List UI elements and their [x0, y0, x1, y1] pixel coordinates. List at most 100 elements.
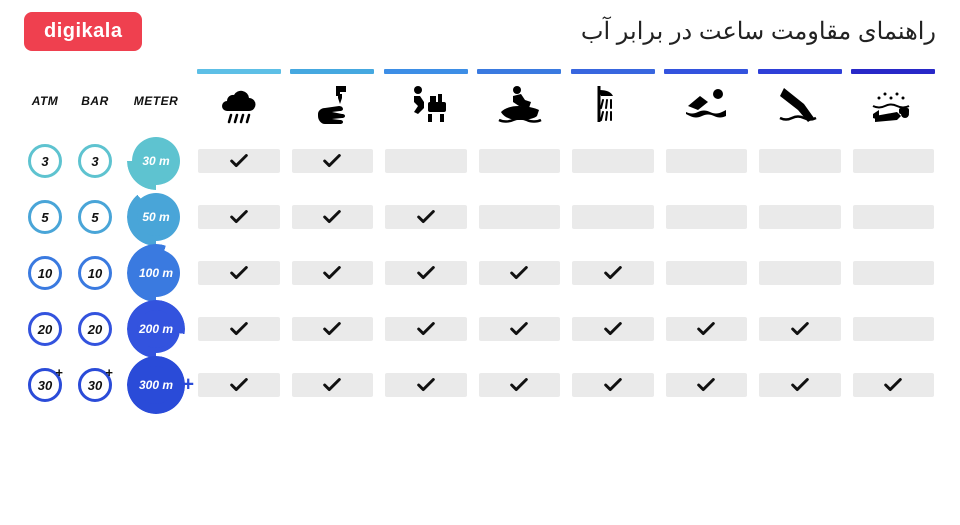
meter-cell: 30 m [124, 133, 188, 189]
check-cell [759, 261, 841, 285]
check-cell [572, 205, 654, 229]
meter-arc [127, 244, 185, 302]
meter-cell: 200 m [124, 301, 188, 357]
accent-bar [384, 69, 468, 74]
check-cell [572, 317, 654, 341]
check-icon [602, 374, 624, 396]
bar-circle: 10 [78, 256, 112, 290]
check-cell [385, 261, 467, 285]
accent-bar [477, 69, 561, 74]
accent-bar [664, 69, 748, 74]
activity-hand-wash [290, 69, 376, 133]
check-icon [321, 206, 343, 228]
check-icon [321, 150, 343, 172]
check-cell [292, 261, 374, 285]
check-icon [321, 318, 343, 340]
check-icon [789, 374, 811, 396]
scuba-icon [869, 80, 917, 133]
check-cell [759, 205, 841, 229]
check-icon [415, 374, 437, 396]
rain-icon [215, 80, 263, 133]
check-cell [853, 317, 935, 341]
check-icon [602, 262, 624, 284]
check-icon [415, 206, 437, 228]
meter-arc [127, 132, 185, 190]
meter-circle: 100 m [132, 249, 180, 297]
accent-bar [571, 69, 655, 74]
check-cell [666, 205, 748, 229]
resistance-table: ATM BAR METER 3330 m5550 m1010100 m20202… [0, 59, 960, 413]
check-icon [602, 318, 624, 340]
check-cell [853, 373, 935, 397]
check-cell [292, 373, 374, 397]
check-icon [508, 262, 530, 284]
hand-wash-icon [308, 80, 356, 133]
check-cell [572, 373, 654, 397]
check-cell [853, 205, 935, 229]
header: digikala راهنمای مقاومت ساعت در برابر آب [0, 0, 960, 59]
check-cell [759, 373, 841, 397]
check-icon [695, 318, 717, 340]
logo-badge: digikala [24, 12, 142, 51]
check-cell [479, 149, 561, 173]
check-cell [198, 373, 280, 397]
meter-circle: 300 m [132, 361, 180, 409]
check-icon [228, 150, 250, 172]
meter-circle: 50 m [132, 193, 180, 241]
check-cell [572, 261, 654, 285]
check-cell [292, 205, 374, 229]
activity-jetski [477, 69, 563, 133]
activity-scuba [851, 69, 937, 133]
check-cell [572, 149, 654, 173]
check-cell [759, 149, 841, 173]
check-cell [666, 373, 748, 397]
check-cell [479, 261, 561, 285]
activity-swimming [664, 69, 750, 133]
check-icon [415, 318, 437, 340]
check-cell [385, 317, 467, 341]
check-icon [228, 206, 250, 228]
meter-arc [127, 356, 185, 414]
col-head-meter: METER [124, 94, 188, 108]
page-title: راهنمای مقاومت ساعت در برابر آب [581, 17, 936, 46]
jetski-icon [495, 80, 543, 133]
accent-bar [758, 69, 842, 74]
swimming-icon [682, 80, 730, 133]
atm-circle: 5 [28, 200, 62, 234]
check-icon [228, 262, 250, 284]
check-icon [508, 318, 530, 340]
bar-circle: 5 [78, 200, 112, 234]
col-head-bar: BAR [74, 94, 116, 108]
check-cell [385, 149, 467, 173]
check-icon [789, 318, 811, 340]
accent-bar [290, 69, 374, 74]
check-cell [853, 149, 935, 173]
shower-icon [589, 80, 637, 133]
meter-cell: 100 m [124, 245, 188, 301]
check-icon [228, 318, 250, 340]
bar-circle: 3 [78, 144, 112, 178]
check-cell [479, 317, 561, 341]
check-cell [666, 149, 748, 173]
meter-circle: 200 m [132, 305, 180, 353]
activity-rain [196, 69, 282, 133]
check-cell [759, 317, 841, 341]
check-icon [228, 374, 250, 396]
meter-arc [127, 300, 185, 358]
check-cell [198, 149, 280, 173]
accent-bar [197, 69, 281, 74]
check-cell [479, 205, 561, 229]
check-cell [666, 317, 748, 341]
check-cell [198, 205, 280, 229]
check-cell [198, 317, 280, 341]
check-cell [198, 261, 280, 285]
bathing-icon [402, 80, 450, 133]
check-cell [479, 373, 561, 397]
check-icon [321, 374, 343, 396]
snorkeling-icon [776, 80, 824, 133]
bar-circle: 30 [78, 368, 112, 402]
atm-circle: 10 [28, 256, 62, 290]
check-cell [292, 149, 374, 173]
atm-circle: 30 [28, 368, 62, 402]
activity-bathing [383, 69, 469, 133]
